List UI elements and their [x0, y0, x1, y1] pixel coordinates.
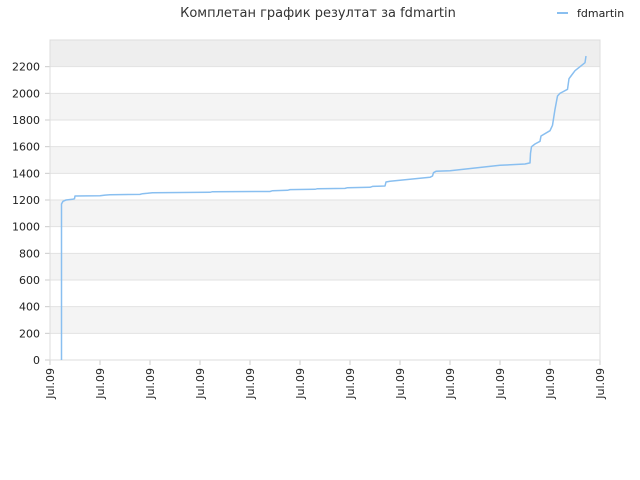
series-line — [60, 55, 587, 360]
grid-band — [50, 280, 600, 307]
y-tick-label: 1400 — [12, 167, 40, 180]
y-tick-label: 600 — [19, 274, 40, 287]
x-tick-label: Jul.09 — [94, 368, 107, 400]
grid-band — [50, 93, 600, 120]
y-tick-label: 1000 — [12, 221, 40, 234]
grid-band — [50, 200, 600, 227]
y-tick-label: 1200 — [12, 194, 40, 207]
x-tick-label: Jul.09 — [594, 368, 607, 400]
series-layer — [60, 55, 587, 360]
y-tick-label: 2200 — [12, 61, 40, 74]
grid-band — [50, 306, 600, 334]
plot-frame — [49, 39, 601, 361]
grid-band — [50, 66, 600, 94]
y-axis: 0 200 400 600 800 1000 1200 1400 1600 1800 2000 220… — [12, 61, 50, 367]
x-tick-label: Jul.09 — [194, 368, 207, 400]
y-tick-label: 1800 — [12, 114, 40, 127]
x-tick-label: Jul.09 — [144, 368, 157, 400]
x-axis: Jul.09 Jul.09 Jul.09 Jul.09 Jul.09 Jul.09 Jul.… — [44, 360, 607, 400]
y-tick-label: 1600 — [12, 141, 40, 154]
x-tick-label: Jul.09 — [294, 368, 307, 400]
y-tick-label: 800 — [19, 247, 40, 260]
x-tick-label: Jul.09 — [44, 368, 57, 400]
y-tick-label: 2000 — [12, 87, 40, 100]
x-tick-label: Jul.09 — [344, 368, 357, 400]
grid-band — [50, 253, 600, 280]
grid-band — [50, 120, 600, 147]
x-tick-label: Jul.09 — [494, 368, 507, 400]
plot-background — [50, 40, 600, 361]
x-tick-label: Jul.09 — [544, 368, 557, 400]
x-tick-label: Jul.09 — [244, 368, 257, 400]
grid-band — [50, 173, 600, 200]
grid-band — [50, 333, 600, 360]
grid-band — [50, 146, 600, 174]
grid-band — [50, 40, 600, 67]
y-tick-label: 0 — [33, 354, 40, 367]
legend: fdmartin — [557, 7, 624, 20]
y-tick-label: 200 — [19, 327, 40, 340]
y-tick-label: 400 — [19, 301, 40, 314]
x-tick-label: Jul.09 — [444, 368, 457, 400]
grid-band — [50, 226, 600, 254]
x-tick-label: Jul.09 — [394, 368, 407, 400]
chart-title: Комплетан график резултат за fdmartin — [180, 6, 456, 21]
legend-label: fdmartin — [577, 7, 624, 20]
